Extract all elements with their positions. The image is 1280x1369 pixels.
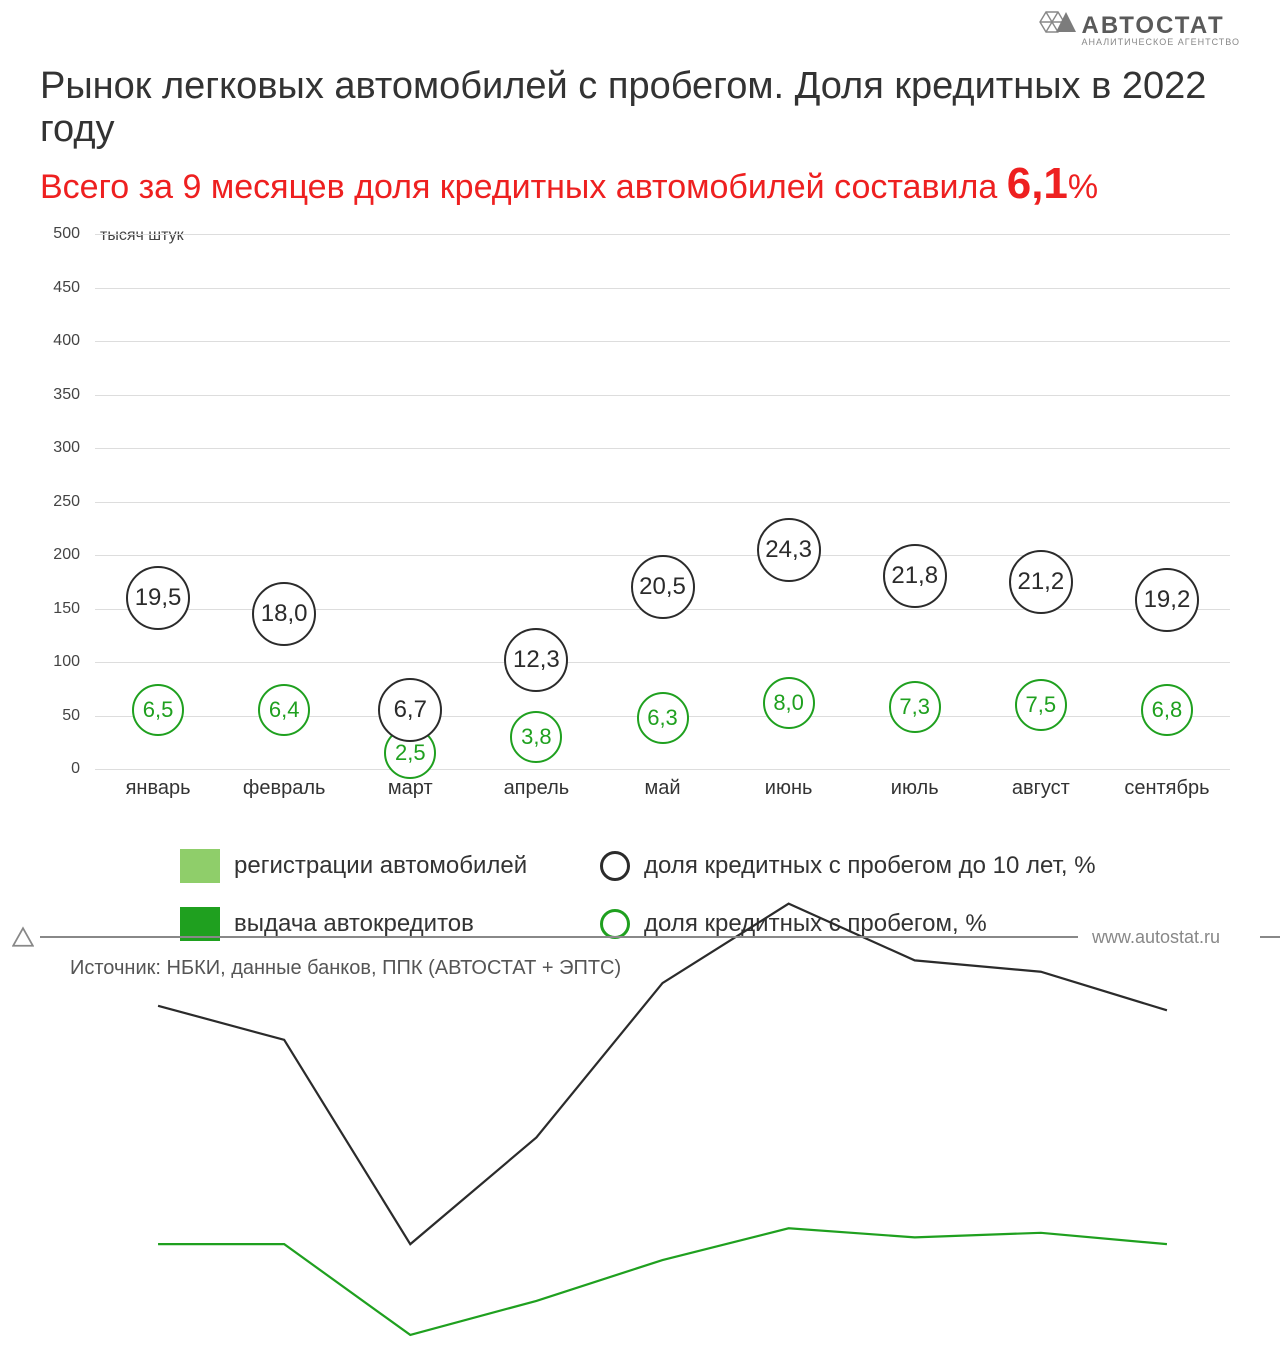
y-tick-label: 50 [40,707,80,725]
marker-under10: 12,3 [504,628,568,692]
page-title: Рынок легковых автомобилей с пробегом. Д… [40,65,1240,151]
x-tick-label: май [599,777,725,800]
legend-registrations: регистрации автомобилей [180,849,600,883]
marker-under10: 19,5 [126,566,190,630]
subtitle-pre: Всего за 9 месяцев доля кредитных автомо… [40,168,1007,206]
subtitle-value: 6,1 [1007,159,1068,208]
legend-label: регистрации автомобилей [234,852,527,880]
marker-all: 6,5 [132,684,184,736]
y-tick-label: 350 [40,386,80,404]
chart-container: АВТОСТАТ АНАЛИТИЧЕСКОЕ АГЕНТСТВО Рынок л… [0,0,1280,960]
legend-label: доля кредитных с пробегом до 10 лет, % [644,852,1096,880]
logo: АВТОСТАТ АНАЛИТИЧЕСКОЕ АГЕНТСТВО [1028,10,1240,50]
x-tick-label: февраль [221,777,347,800]
marker-all: 7,5 [1015,679,1067,731]
y-tick-label: 0 [40,760,80,778]
plot-area: январьфевральмартапрельмайиюньиюльавгуст… [95,234,1230,769]
marker-under10: 19,2 [1135,568,1199,632]
marker-all: 6,8 [1141,684,1193,736]
footer-divider [40,936,1078,938]
marker-all: 3,8 [510,711,562,763]
y-tick-label: 400 [40,332,80,350]
marker-under10: 18,0 [252,582,316,646]
x-tick-label: январь [95,777,221,800]
legend-circle-icon [600,851,630,881]
y-tick-label: 300 [40,439,80,457]
legend-under10: доля кредитных с пробегом до 10 лет, % [600,849,1140,883]
line-series [158,904,1167,1245]
logo-icon [1028,10,1076,50]
marker-under10: 21,8 [883,544,947,608]
marker-under10: 20,5 [631,555,695,619]
marker-all: 6,4 [258,684,310,736]
page-subtitle: Всего за 9 месяцев доля кредитных автомо… [40,159,1240,209]
marker-all: 6,3 [637,692,689,744]
marker-all: 7,3 [889,681,941,733]
grid-line [95,769,1230,770]
marker-under10: 6,7 [378,678,442,742]
y-tick-label: 200 [40,546,80,564]
y-tick-label: 100 [40,653,80,671]
footer: www.autostat.ru [0,926,1280,948]
chart: тысяч штук январьфевральмартапрельмайиюн… [40,229,1240,799]
triangle-icon [12,926,34,948]
y-tick-label: 500 [40,225,80,243]
x-tick-label: август [978,777,1104,800]
marker-all: 8,0 [763,677,815,729]
x-tick-label: июнь [726,777,852,800]
x-tick-label: июль [852,777,978,800]
marker-under10: 24,3 [757,518,821,582]
y-tick-label: 150 [40,600,80,618]
subtitle-suffix: % [1068,168,1098,206]
source-text: Источник: НБКИ, данные банков, ППК (АВТО… [70,957,1240,980]
x-tick-label: март [347,777,473,800]
y-tick-label: 450 [40,279,80,297]
x-tick-label: апрель [473,777,599,800]
footer-divider [1260,936,1280,938]
legend-swatch-icon [180,849,220,883]
logo-title: АВТОСТАТ [1082,14,1240,38]
marker-under10: 21,2 [1009,550,1073,614]
logo-subtitle: АНАЛИТИЧЕСКОЕ АГЕНТСТВО [1082,38,1240,47]
x-tick-label: сентябрь [1104,777,1230,800]
y-tick-label: 250 [40,493,80,511]
footer-url: www.autostat.ru [1092,927,1220,948]
line-series [158,1228,1167,1335]
